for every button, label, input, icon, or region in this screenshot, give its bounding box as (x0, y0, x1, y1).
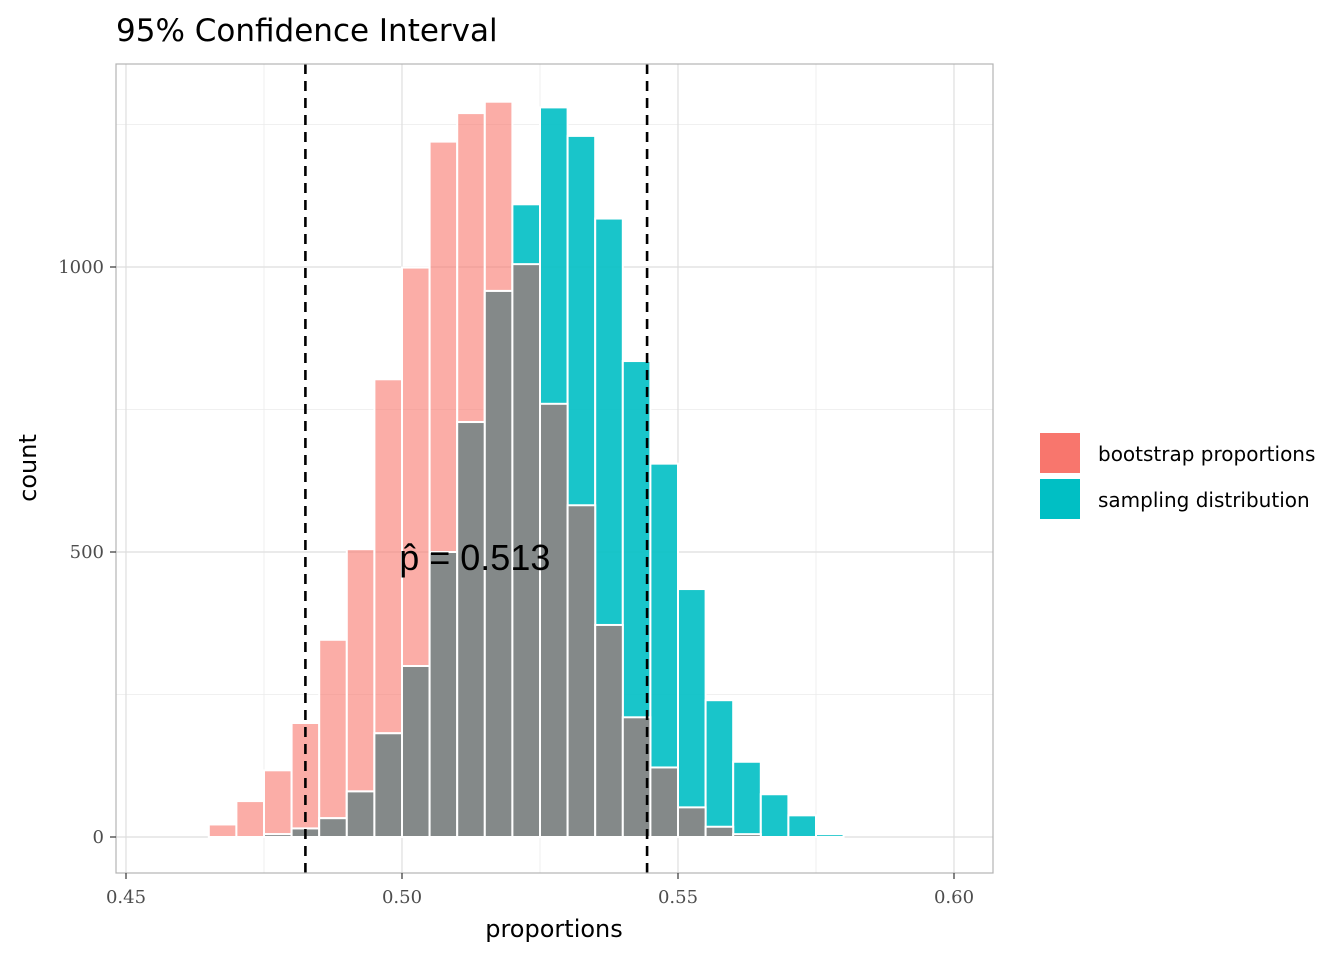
y-tick-label: 500 (70, 542, 104, 563)
overlap-bar (594, 623, 624, 839)
overlap-bar (263, 833, 293, 839)
sampling-bar (759, 793, 790, 838)
legend-swatch (1040, 433, 1080, 473)
sampling-bar (732, 760, 762, 839)
bootstrap-bar (263, 769, 293, 838)
overlap-bar (483, 289, 514, 838)
bootstrap-bar (318, 638, 348, 839)
legend: bootstrap proportions sampling distributi… (1040, 433, 1315, 519)
overlap-bar (456, 421, 486, 838)
sampling-bar (787, 814, 818, 839)
x-axis-ticks: 0.45 0.50 0.55 0.60 (106, 873, 974, 908)
overlap-bar (677, 806, 707, 838)
y-tick-label: 1000 (58, 257, 104, 278)
plot-panel: p̂ = 0.513 (115, 63, 994, 874)
overlap-bar (318, 817, 348, 839)
panel-border (115, 63, 994, 874)
overlap-bar (649, 766, 680, 839)
overlap-bar (373, 732, 403, 839)
x-axis-label: proportions (485, 915, 623, 943)
overlap-bar (345, 790, 376, 839)
overlap-bar (539, 402, 569, 838)
bootstrap-bar (207, 823, 238, 839)
bootstrap-bar (235, 800, 265, 839)
p-hat-annotation: p̂ = 0.513 (399, 537, 550, 578)
chart-title: 95% Confidence Interval (116, 13, 498, 49)
overlap-bar (401, 665, 431, 838)
overlap-bar (428, 551, 459, 838)
bootstrap-bar (345, 548, 376, 839)
x-tick-label: 0.50 (382, 887, 422, 908)
legend-label: sampling distribution (1098, 488, 1310, 512)
sampling-bar (677, 588, 707, 838)
legend-swatch (1040, 479, 1080, 519)
overlap-bar (704, 825, 735, 838)
x-tick-label: 0.45 (106, 887, 146, 908)
y-axis-ticks: 0 500 1000 (58, 257, 116, 848)
overlap-bar (732, 833, 762, 839)
y-tick-label: 0 (93, 827, 104, 848)
overlap-bar (566, 504, 597, 838)
sampling-bar (815, 833, 845, 839)
x-tick-label: 0.60 (934, 887, 974, 908)
sampling-bar (704, 699, 735, 839)
legend-label: bootstrap proportions (1098, 442, 1315, 466)
overlap-bars (263, 263, 762, 839)
y-axis-label: count (14, 434, 42, 502)
x-tick-label: 0.55 (658, 887, 698, 908)
